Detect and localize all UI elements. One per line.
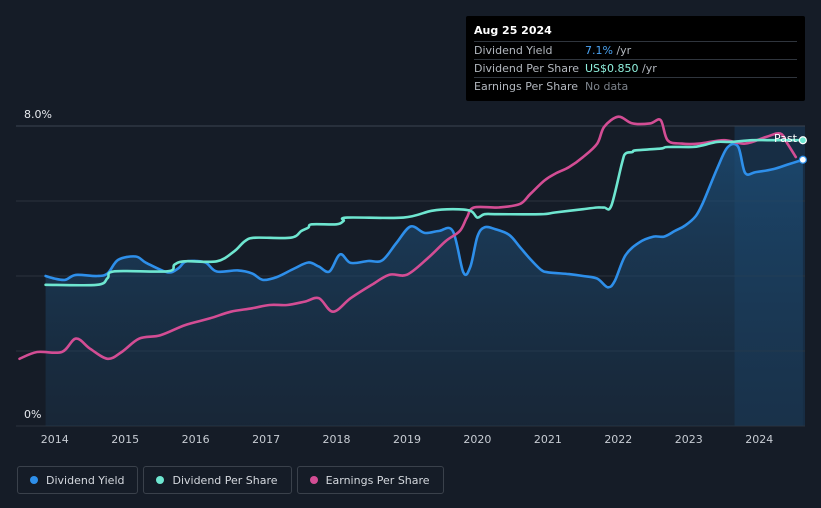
x-tick-label: 2014	[41, 433, 69, 446]
chart-legend: Dividend Yield Dividend Per Share Earnin…	[17, 466, 444, 494]
legend-earnings-per-share[interactable]: Earnings Per Share	[296, 466, 444, 494]
legend-label: Dividend Per Share	[172, 473, 278, 487]
tooltip-value: No data	[585, 80, 629, 93]
x-tick-label: 2016	[182, 433, 210, 446]
x-tick-label: 2015	[111, 433, 139, 446]
dividend-yield-area	[45, 143, 803, 426]
tooltip-row-dividend-per-share: Dividend Per Share US$0.850 /yr	[474, 59, 797, 77]
x-tick-label: 2017	[252, 433, 280, 446]
tooltip-row-earnings-per-share: Earnings Per Share No data	[474, 77, 797, 95]
legend-dot-icon	[156, 476, 165, 484]
dividend-per-share-end-marker	[798, 136, 807, 145]
past-label: Past	[774, 132, 798, 145]
tooltip-unit: /yr	[638, 62, 657, 75]
x-tick-label: 2024	[745, 433, 773, 446]
legend-dot-icon	[30, 476, 38, 484]
x-tick-label: 2018	[323, 433, 351, 446]
x-tick-label: 2021	[534, 433, 562, 446]
tooltip-label: Earnings Per Share	[474, 80, 579, 93]
x-tick-label: 2019	[393, 433, 421, 446]
tooltip-value: US$0.850	[585, 62, 639, 75]
tooltip-value: 7.1%	[585, 44, 613, 57]
tooltip-label: Dividend Yield	[474, 44, 553, 57]
legend-dividend-per-share[interactable]: Dividend Per Share	[143, 466, 292, 494]
y-axis-min-label: 0%	[24, 408, 41, 421]
dividend-yield-line	[44, 142, 805, 289]
tooltip-unit: /yr	[612, 44, 632, 57]
legend-dividend-yield[interactable]: Dividend Yield	[17, 466, 139, 494]
x-tick-label: 2023	[675, 433, 703, 446]
legend-dot-icon	[309, 476, 318, 484]
tooltip-date: Aug 25 2024	[474, 24, 552, 37]
x-tick-label: 2020	[463, 433, 491, 446]
data-tooltip: Aug 25 2024 Dividend Yield 7.1% /yr Divi…	[466, 16, 805, 101]
tooltip-row-dividend-yield: Dividend Yield 7.1% /yr	[474, 41, 797, 59]
earnings-per-share-line	[18, 115, 798, 361]
legend-label: Earnings Per Share	[325, 473, 430, 487]
tooltip-label: Dividend Per Share	[474, 62, 580, 75]
dividend-per-share-line	[44, 138, 805, 287]
x-tick-label: 2022	[604, 433, 632, 446]
y-axis-max-label: 8.0%	[24, 108, 52, 121]
dividend-yield-end-marker	[798, 155, 807, 164]
legend-label: Dividend Yield	[46, 473, 125, 487]
